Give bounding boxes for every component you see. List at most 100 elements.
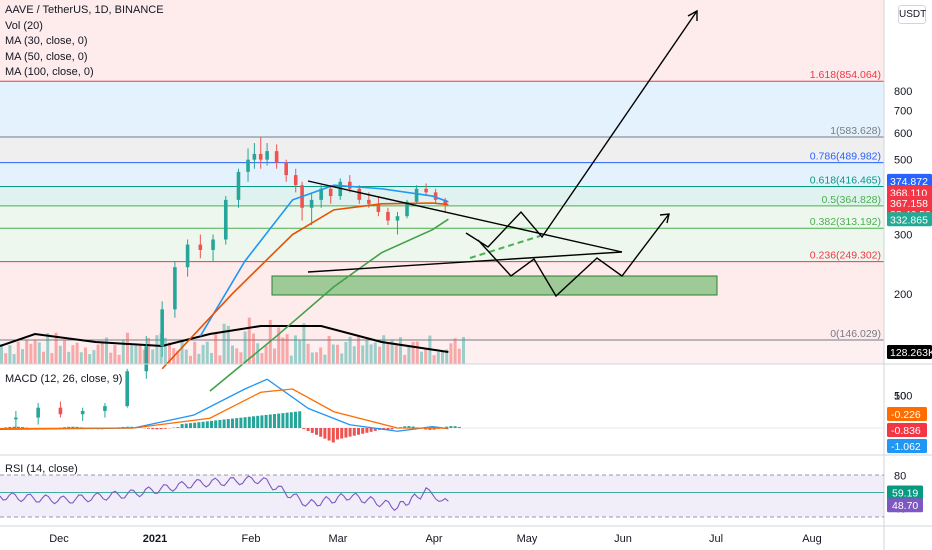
volume-bar <box>310 352 314 364</box>
volume-bar <box>243 331 247 364</box>
fib-band <box>0 137 884 163</box>
volume-bar <box>327 335 331 364</box>
volume-bar <box>222 323 226 364</box>
macd-histogram-bar <box>411 426 415 428</box>
indicator-ma30[interactable]: MA (30, close, 0) <box>5 35 88 47</box>
volume-bar <box>432 355 436 364</box>
volume-bar <box>50 353 54 364</box>
volume-bar <box>88 354 92 364</box>
macd-histogram-bar <box>264 414 268 428</box>
volume-bar <box>403 354 407 364</box>
volume-bar <box>8 345 12 364</box>
bullish-arrowhead <box>687 9 698 21</box>
symbol-title[interactable]: AAVE / TetherUS, 1D, BINANCE <box>5 4 164 16</box>
volume-bar <box>386 342 390 364</box>
macd-histogram-bar <box>8 426 12 428</box>
macd-axis[interactable]: 50 -0.226 -0.836 -1.062 <box>887 391 927 454</box>
support-zone-rectangle[interactable] <box>271 275 718 296</box>
macd-histogram-bar <box>126 426 129 428</box>
candle-body <box>293 175 298 186</box>
macd-histogram-bar <box>189 423 192 428</box>
volume-bar <box>151 349 155 364</box>
indicator-vol[interactable]: Vol (20) <box>5 19 43 32</box>
volume-bar <box>163 337 167 364</box>
volume-bar <box>294 335 297 364</box>
volume-bar <box>155 335 159 364</box>
volume-bar <box>79 352 83 364</box>
rsi-tag-bg <box>887 485 923 500</box>
volume-bar <box>226 325 230 364</box>
projection-path-alternate[interactable] <box>477 213 670 298</box>
candle-body <box>265 151 269 160</box>
macd-histogram-bar <box>319 428 323 437</box>
macd-label[interactable]: MACD (12, 26, close, 9) <box>5 373 123 385</box>
fib-band <box>0 228 884 262</box>
triangle-drawing[interactable] <box>307 180 623 273</box>
macd-histogram-bar <box>390 428 394 430</box>
rsi-tag-label: 48.70 <box>892 500 918 512</box>
macd-histogram-bar <box>310 428 314 433</box>
volume-bar <box>92 350 96 364</box>
time-axis[interactable]: Dec 2021 Feb Mar Apr May Jun Jul Aug <box>49 533 822 545</box>
macd-histogram-bar <box>231 418 234 428</box>
volume-bar <box>147 337 150 364</box>
price-tick-label: 500 <box>894 155 912 167</box>
candle-body <box>211 239 215 250</box>
time-tick-label: Aug <box>802 533 822 545</box>
price-axis[interactable]: 800 700 600 500 300 200 100 <box>894 86 912 403</box>
volume-bar <box>285 334 289 364</box>
candle-body <box>424 188 428 193</box>
rsi-label[interactable]: RSI (14, close) <box>5 463 78 475</box>
price-axis-tags: 374.872368.110367.15808:46:50332.865128.… <box>887 173 932 359</box>
volume-bar <box>4 353 8 364</box>
triangle-upper-line[interactable] <box>307 180 623 253</box>
candle-body <box>36 407 40 418</box>
macd-histogram-bar <box>323 428 327 439</box>
macd-tag-label: -1.062 <box>891 441 921 453</box>
indicator-ma50[interactable]: MA (50, close, 0) <box>5 50 88 63</box>
macd-histogram-bar <box>226 419 230 428</box>
macd-tag-bg <box>887 423 927 437</box>
macd-histogram-bar <box>407 426 411 428</box>
candle-body <box>252 153 257 160</box>
volume-bar <box>239 352 243 364</box>
candle-body <box>258 153 263 160</box>
volume-bar <box>67 351 71 364</box>
fib-level-label: 0.5(364.828) <box>821 194 881 206</box>
macd-histogram-bar <box>285 412 289 428</box>
macd-histogram-bar <box>12 426 16 428</box>
rsi-tag: 48.70 <box>887 498 923 513</box>
price-tick-label: 800 <box>894 86 912 98</box>
volume-bar <box>344 341 348 364</box>
fib-level-label: 1(583.628) <box>830 125 881 137</box>
price-tag: 374.872 <box>887 173 932 188</box>
price-tick-label: 700 <box>894 105 912 117</box>
volume-bar <box>441 351 444 364</box>
candle-body <box>236 171 241 200</box>
macd-pane <box>0 378 884 443</box>
macd-histogram-bar <box>193 422 197 428</box>
indicator-ma100[interactable]: MA (100, close, 0) <box>5 66 94 78</box>
macd-histogram-bar <box>340 428 344 439</box>
currency-button[interactable]: USDT <box>898 5 926 24</box>
volume-bar <box>340 353 344 364</box>
triangle-lower-line[interactable] <box>307 251 623 273</box>
volume-bar <box>361 345 365 364</box>
volume-bar <box>411 341 415 364</box>
alternate-path[interactable] <box>477 213 670 298</box>
macd-histogram-bar <box>277 413 281 428</box>
volume-bar <box>281 337 285 364</box>
macd-histogram-bar <box>176 427 180 428</box>
fib-band <box>0 81 884 137</box>
volume-bar <box>306 343 310 364</box>
volume-bar <box>130 345 134 364</box>
ma-projection-dashed[interactable] <box>469 235 541 259</box>
macd-histogram-bar <box>352 428 356 436</box>
volume-bar <box>369 344 373 364</box>
macd-histogram-bar <box>365 428 369 433</box>
macd-histogram-bar <box>260 415 264 428</box>
macd-histogram-bar <box>369 428 373 432</box>
fib-band <box>0 162 884 187</box>
